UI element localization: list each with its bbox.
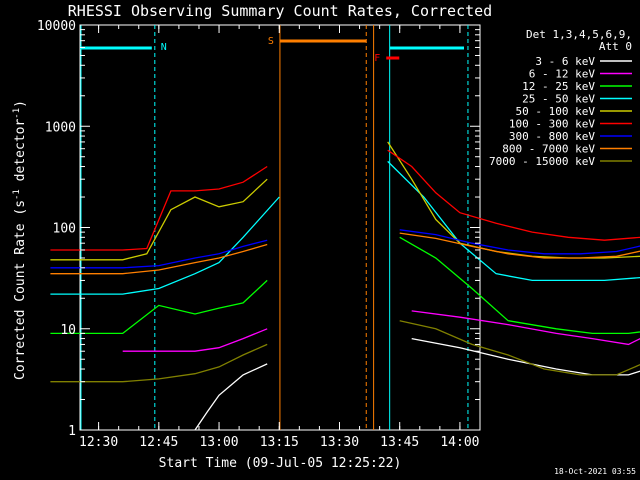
night-marker-N: N: [161, 42, 167, 53]
series-0-line-0: [194, 363, 268, 431]
series-2-line-0: [50, 279, 268, 335]
legend-label: 6 - 12 keV: [529, 68, 596, 81]
x-tick-label: 13:00: [199, 435, 238, 450]
x-axis-label: Start Time (09-Jul-05 12:25:22): [159, 456, 402, 471]
legend-label: 3 - 6 keV: [535, 55, 595, 68]
legend-label: 100 - 300 keV: [509, 118, 595, 131]
series-8-line-1: [399, 320, 640, 376]
axis-ticks: 12:30 12:45 13:00 13:15 13:30 13:45 14:00 1 10 10…: [37, 19, 480, 450]
y-axis-label: Corrected Count Rate (s-1 detector-1): [12, 100, 28, 380]
legend-label: 300 - 800 keV: [509, 130, 595, 143]
series-5-line-0: [50, 165, 268, 251]
series-6-line-1: [399, 229, 640, 255]
series-4-line-0: [50, 178, 268, 261]
series-5-line-1: [387, 149, 640, 241]
series-4-line-1: [387, 141, 640, 259]
x-tick-label: 13:15: [260, 435, 299, 450]
series-1-line-1: [411, 310, 640, 346]
y-tick-label: 10: [60, 323, 76, 338]
legend-label: 25 - 50 keV: [522, 93, 595, 106]
legend-label: 800 - 7000 keV: [502, 143, 595, 156]
y-tick-label: 1000: [45, 120, 76, 135]
y-label-end: ): [13, 100, 28, 108]
chart-title: RHESSI Observing Summary Count Rates, Co…: [68, 2, 492, 20]
series-2-line-1: [399, 236, 640, 335]
saa-marker-S: S: [268, 36, 274, 47]
y-tick-label: 10000: [37, 19, 76, 34]
series-layer: [50, 141, 640, 431]
legend-header-line1: Det 1,3,4,5,6,9,: [526, 28, 632, 41]
y-label-main: Corrected Count Rate (s: [13, 200, 28, 380]
timestamp: 18-Oct-2021 03:55: [554, 467, 636, 476]
series-7-line-0: [50, 243, 268, 275]
legend-label: 7000 - 15000 keV: [489, 155, 595, 168]
y-label-mid: detector: [13, 119, 28, 190]
series-0-line-1: [411, 337, 640, 376]
series-3-line-0: [50, 196, 280, 295]
series-3-line-1: [387, 160, 640, 282]
legend-label: 12 - 25 keV: [522, 80, 595, 93]
x-tick-label: 12:45: [139, 435, 178, 450]
x-tick-label: 14:00: [440, 435, 479, 450]
x-tick-label: 13:45: [380, 435, 419, 450]
series-7-line-1: [399, 232, 640, 259]
series-8-line-0: [50, 343, 268, 383]
legend-label: 50 - 100 keV: [516, 105, 596, 118]
legend-header-line2: Att 0: [599, 40, 632, 53]
y-label-sup1: -1: [12, 189, 22, 200]
y-tick-label: 1: [68, 424, 76, 439]
y-label-sup2: -1: [12, 108, 22, 119]
series-6-line-0: [50, 239, 268, 269]
flare-marker-F: F: [374, 53, 380, 64]
y-tick-label: 100: [53, 222, 76, 237]
x-tick-label: 13:30: [320, 435, 359, 450]
event-markers: N S F: [80, 25, 469, 430]
series-1-line-0: [122, 328, 268, 352]
x-tick-label: 12:30: [79, 435, 118, 450]
